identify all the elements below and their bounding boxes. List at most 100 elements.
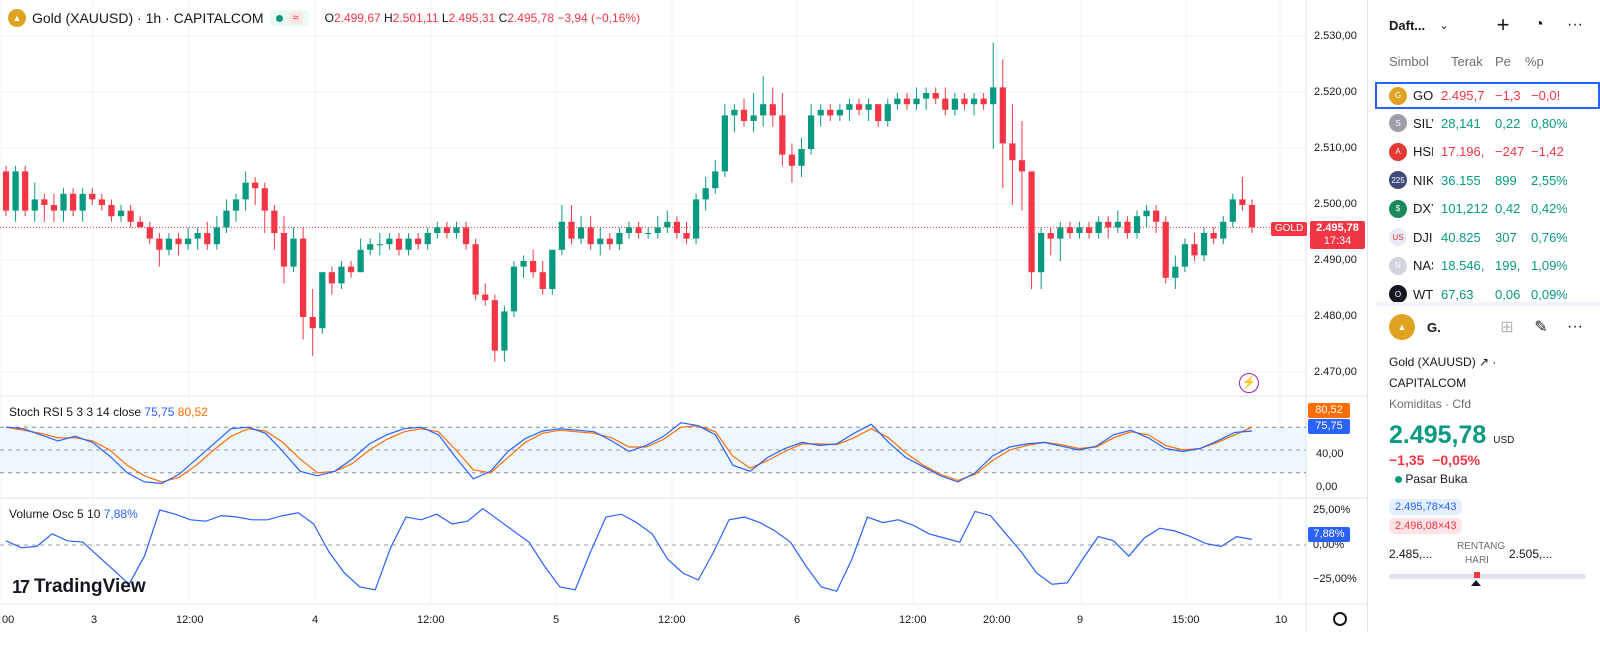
col-symbol[interactable]: Simbol	[1389, 53, 1429, 69]
candle-body	[635, 227, 642, 233]
candle-body	[242, 182, 249, 200]
row-change: 0,22	[1495, 115, 1521, 131]
candle-body	[1200, 233, 1208, 256]
row-pct: −0,0!	[1531, 88, 1561, 103]
detail-symbol[interactable]: G.	[1427, 319, 1441, 335]
day-range: 2.485,... RENTANG HARI 2.505,...	[1375, 534, 1600, 568]
time-axis-label: 12:00	[417, 614, 445, 626]
chevron-down-icon[interactable]: ⌄	[1439, 19, 1449, 32]
watchlist-row[interactable]: G GOLD 2.495,7 −1,3 −0,0!	[1375, 82, 1600, 109]
row-change: −1,3	[1495, 88, 1521, 103]
candle-body	[41, 199, 48, 205]
candle-body	[376, 244, 383, 246]
candle-body	[875, 104, 882, 121]
candle-body	[1114, 221, 1121, 228]
candle-body	[817, 109, 824, 116]
watchlist-row[interactable]: $ DXY 101,212 0,42 0,42%	[1375, 195, 1600, 224]
candle-body	[530, 261, 537, 273]
external-link-icon[interactable]: ↗	[1479, 355, 1490, 369]
detail-name[interactable]: Gold (XAUUSD)	[1389, 355, 1476, 369]
candle-body	[395, 238, 403, 250]
chart-area[interactable]: ▲ Gold (XAUUSD) · 1h · CAPITALCOM ≈ O2.4…	[0, 0, 1368, 632]
more-icon[interactable]: ···	[1567, 318, 1583, 335]
row-symbol: HSI	[1413, 144, 1433, 160]
candle-body	[405, 238, 412, 250]
grid-icon[interactable]: ⊞	[1500, 319, 1514, 336]
flag-icon: ≈	[288, 12, 303, 24]
volume-osc-legend[interactable]: Volume Osc 5 10 7,88%	[9, 507, 138, 521]
more-icon[interactable]: ···	[1567, 16, 1583, 33]
candle-body	[597, 238, 604, 245]
right-sidebar: Daft... ⌄ + ◔ ··· Simbol Terak Pe %p G GO…	[1375, 0, 1600, 664]
row-pct: 0,42%	[1531, 201, 1567, 217]
row-symbol: WTI	[1413, 286, 1433, 302]
candle-body	[683, 233, 690, 239]
candle-body	[970, 98, 978, 105]
candle-body	[510, 266, 518, 312]
volume-osc-tag: 7,88%	[1308, 527, 1350, 542]
stoch-axis-label: 0,00	[1316, 481, 1338, 493]
pie-chart-icon[interactable]: ◔	[1534, 16, 1544, 33]
candle-body	[472, 244, 479, 295]
candle-body	[462, 227, 470, 245]
detail-price: 2.495,78 USD	[1389, 421, 1515, 449]
candle-body	[1248, 205, 1256, 228]
stoch-axis-label: 40,00	[1316, 448, 1344, 460]
price-axis-label: 2.480,00	[1314, 310, 1357, 322]
col-pct[interactable]: %p	[1525, 53, 1544, 69]
watchlist-row[interactable]: S SILV 28,141 0,22 0,80%	[1375, 109, 1600, 138]
market-status-pill[interactable]: ≈	[269, 10, 309, 26]
candle-body	[424, 233, 431, 245]
edit-icon[interactable]: ✎	[1534, 319, 1548, 336]
candle-body	[932, 93, 939, 99]
tradingview-logo[interactable]: 17 TradingView	[12, 576, 146, 597]
candle-body	[223, 210, 230, 228]
candle-body	[520, 261, 527, 267]
candle-body	[961, 98, 968, 105]
candle-body	[760, 104, 767, 116]
stoch-k-value: 75,75	[144, 405, 175, 419]
watchlist-row[interactable]: US DJI 40.825 307 0,76%	[1375, 223, 1600, 252]
watchlist-row[interactable]: N NAS 18.546, 199, 1,09%	[1375, 252, 1600, 281]
watchlist-title[interactable]: Daft...	[1389, 17, 1426, 33]
row-last: 28,141	[1441, 115, 1481, 131]
watchlist-header: Daft... ⌄ + ◔ ···	[1375, 0, 1600, 50]
candle-body	[1229, 199, 1236, 222]
candle-body	[69, 193, 77, 211]
candle-body	[280, 233, 288, 267]
row-change: 199,	[1495, 258, 1521, 274]
candle-body	[165, 238, 173, 250]
watchlist-row[interactable]: 225 NIK 36.155 899 2,55%	[1375, 166, 1600, 195]
candle-body	[300, 238, 307, 317]
lightning-icon[interactable]: ⚡	[1239, 373, 1259, 393]
candle-body	[980, 98, 987, 105]
stoch-k-tag: 75,75	[1308, 419, 1350, 434]
candle-body	[673, 221, 681, 233]
col-last[interactable]: Terak	[1451, 53, 1483, 69]
settings-gear-icon[interactable]	[1333, 612, 1347, 626]
candle-body	[79, 193, 86, 211]
time-axis-label: 4	[312, 614, 319, 626]
watchlist-row[interactable]: A HSI 17.196, −247 −1,42	[1375, 138, 1600, 167]
candle-body	[1220, 221, 1227, 239]
low-value: 2.495,31	[448, 11, 496, 25]
bid-tag: 2.495,78×43	[1389, 499, 1463, 515]
candle-body	[271, 210, 278, 233]
candle-body	[2, 171, 10, 211]
symbol-title[interactable]: Gold (XAUUSD) · 1h · CAPITALCOM	[32, 10, 264, 26]
row-pct: 0,76%	[1531, 229, 1567, 245]
range-marker	[1474, 572, 1480, 578]
stoch-rsi-legend[interactable]: Stoch RSI 5 3 3 14 close 75,75 80,52	[9, 405, 208, 419]
chart-canvas[interactable]	[0, 0, 1368, 632]
high-value: 2.501,11	[392, 11, 439, 25]
col-change[interactable]: Pe	[1495, 53, 1511, 69]
add-symbol-icon[interactable]: +	[1496, 12, 1510, 37]
candle-body	[903, 98, 911, 105]
candle-body	[1191, 244, 1198, 256]
row-change: 0,06	[1495, 286, 1521, 302]
candle-body	[913, 98, 920, 105]
volosc-axis-label: 0,00%	[1313, 539, 1345, 551]
watchlist-row[interactable]: O WTI 67,63 0,06 0,09%	[1375, 280, 1600, 309]
stoch-d-value: 80,52	[177, 405, 208, 419]
